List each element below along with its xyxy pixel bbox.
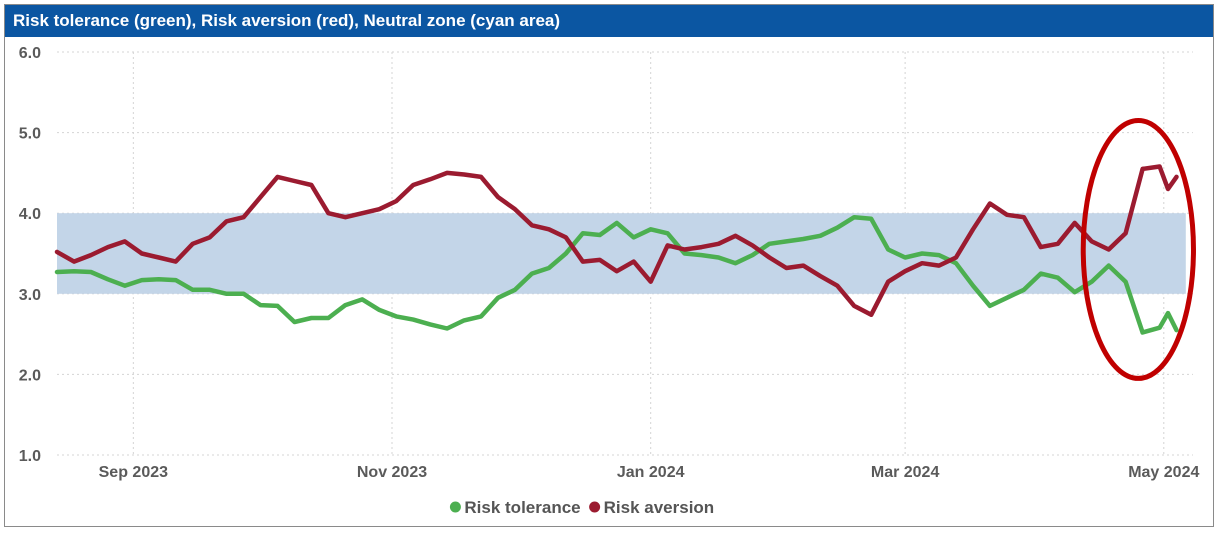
legend-label-risk-aversion: Risk aversion: [604, 498, 715, 517]
legend-label-risk-tolerance: Risk tolerance: [464, 498, 580, 517]
chart-title: Risk tolerance (green), Risk aversion (r…: [5, 5, 1213, 37]
x-tick-label: May 2024: [1128, 464, 1199, 481]
series-line-risk-aversion: [54, 164, 1179, 318]
y-tick-label: 3.0: [19, 287, 41, 304]
y-tick-label: 2.0: [19, 367, 41, 384]
x-tick-label: Nov 2023: [357, 464, 427, 481]
y-tick-label: 5.0: [19, 126, 41, 143]
x-tick-label: Sep 2023: [99, 464, 168, 481]
highlight-ellipse: [1080, 118, 1196, 381]
series-line-risk-tolerance: [54, 214, 1179, 335]
x-tick-label: Mar 2024: [871, 464, 940, 481]
x-tick-label: Jan 2024: [617, 464, 685, 481]
y-tick-label: 4.0: [19, 206, 41, 223]
y-tick-label: 1.0: [19, 448, 41, 465]
y-tick-label: 6.0: [19, 45, 41, 62]
legend-marker-risk-aversion: [589, 501, 601, 513]
legend-marker-risk-tolerance: [449, 501, 461, 513]
